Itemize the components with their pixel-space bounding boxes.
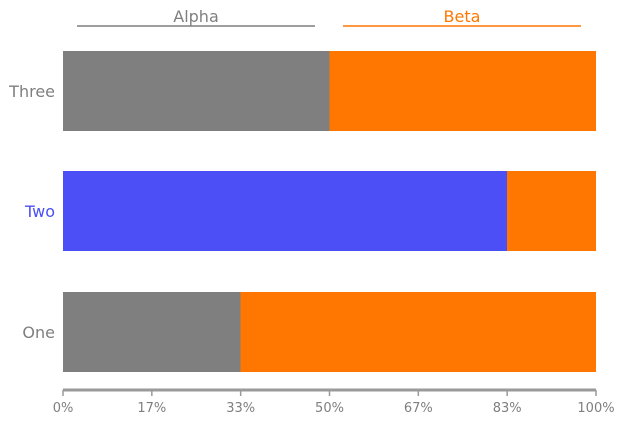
x-tick-label: 33%	[226, 401, 255, 416]
x-tick-label: 83%	[493, 401, 522, 416]
category-labels: One Two Three	[8, 82, 55, 342]
legend-label-beta: Beta	[444, 7, 481, 26]
bar-two-alpha	[63, 171, 507, 251]
bar-one-alpha	[63, 292, 241, 372]
category-label-three: Three	[8, 82, 55, 101]
bar-three-beta	[329, 51, 596, 131]
category-label-one: One	[22, 323, 55, 342]
x-tick-label: 50%	[315, 401, 344, 416]
legend-label-alpha: Alpha	[173, 7, 219, 26]
bar-one-beta	[240, 292, 596, 372]
x-tick-label: 67%	[404, 401, 433, 416]
x-tick-label: 17%	[137, 401, 166, 416]
x-tick-label: 100%	[577, 401, 614, 416]
x-axis: 0% 17% 33% 50% 67% 83% 100%	[53, 388, 615, 416]
bar-three-alpha	[63, 51, 330, 131]
x-tick-label: 0%	[53, 401, 74, 416]
legend: Alpha Beta	[77, 7, 581, 27]
category-label-two: Two	[24, 202, 55, 221]
bar-two-beta	[506, 171, 596, 251]
bars	[63, 51, 596, 372]
